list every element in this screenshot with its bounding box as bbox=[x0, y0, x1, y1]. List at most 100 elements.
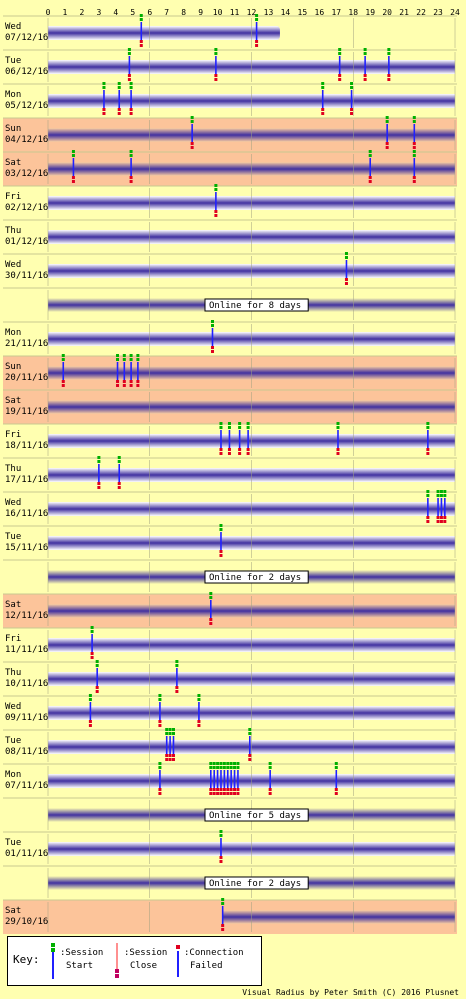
day-label: Mon 21/11/16 bbox=[5, 328, 49, 350]
session-event-marker bbox=[129, 150, 133, 183]
session-event-marker bbox=[334, 762, 338, 795]
day-date: 21/11/16 bbox=[5, 339, 49, 349]
session-event-marker bbox=[214, 184, 218, 217]
hour-tick-label: 20 bbox=[382, 8, 392, 17]
session-event-marker bbox=[139, 14, 143, 47]
session-event-marker bbox=[102, 82, 106, 115]
online-band bbox=[222, 910, 455, 924]
hour-tick-label: 14 bbox=[281, 8, 291, 17]
day-name: Sat bbox=[5, 396, 22, 406]
day-name: Mon bbox=[5, 770, 22, 780]
day-row bbox=[3, 592, 457, 628]
day-date: 02/12/16 bbox=[5, 203, 49, 213]
day-row bbox=[3, 320, 457, 354]
day-name: Fri bbox=[5, 430, 22, 440]
hour-tick-label: 22 bbox=[416, 8, 426, 17]
session-event-marker bbox=[368, 150, 372, 183]
day-name: Wed bbox=[5, 498, 22, 508]
session-event-marker bbox=[255, 14, 259, 47]
day-row bbox=[3, 82, 457, 116]
day-label: Tue 15/11/16 bbox=[5, 532, 48, 554]
session-event-marker bbox=[117, 456, 121, 489]
day-row bbox=[3, 626, 457, 660]
session-event-marker bbox=[219, 422, 223, 455]
session-event-marker bbox=[197, 694, 201, 727]
connection-failed-icon bbox=[176, 945, 180, 977]
key-session-close-1: :Session bbox=[124, 948, 168, 958]
day-row bbox=[3, 184, 457, 218]
session-event-marker bbox=[426, 422, 430, 455]
hour-tick-label: 15 bbox=[298, 8, 308, 17]
credit-text: Visual Radius by Peter Smith (C) 2016 Pl… bbox=[242, 988, 459, 997]
day-date: 06/12/16 bbox=[5, 67, 49, 77]
day-date: 03/12/16 bbox=[5, 169, 49, 179]
day-label: Thu 10/11/16 bbox=[5, 668, 48, 690]
session-event-marker bbox=[227, 422, 231, 455]
session-event-marker bbox=[165, 728, 169, 761]
day-label: Tue 06/12/16 bbox=[5, 56, 49, 78]
hour-tick-label: 5 bbox=[130, 8, 135, 17]
day-row bbox=[3, 116, 457, 152]
session-event-marker bbox=[88, 694, 92, 727]
day-row bbox=[3, 830, 457, 864]
gap-text: Online for 2 days bbox=[209, 573, 301, 583]
session-event-marker bbox=[222, 762, 226, 795]
day-name: Wed bbox=[5, 260, 22, 270]
hour-axis: 0 1 2 3 4 5 6 7 8 9 10 11 12 13 14 15 16 17 18 19 20 21 22 23 24 bbox=[46, 8, 460, 17]
day-label: Fri 11/11/16 bbox=[5, 634, 48, 656]
gap-row: Online for 5 days bbox=[3, 797, 457, 830]
hour-tick-label: 16 bbox=[315, 8, 325, 17]
gap-text: Online for 2 days bbox=[209, 879, 301, 889]
key-session-start-1: :Session bbox=[60, 948, 104, 958]
day-row bbox=[3, 728, 457, 762]
day-date: 05/12/16 bbox=[5, 101, 49, 111]
session-event-marker bbox=[344, 252, 348, 285]
day-row bbox=[3, 354, 457, 390]
session-event-marker bbox=[387, 48, 391, 81]
session-event-marker bbox=[90, 626, 94, 659]
day-row bbox=[3, 898, 457, 934]
session-event-marker bbox=[219, 762, 223, 795]
day-date: 29/10/16 bbox=[5, 917, 49, 927]
day-name: Thu bbox=[5, 668, 22, 678]
session-event-marker bbox=[136, 354, 140, 387]
day-name: Sat bbox=[5, 158, 22, 168]
session-event-marker bbox=[412, 116, 416, 149]
day-name: Wed bbox=[5, 702, 22, 712]
day-name: Tue bbox=[5, 56, 22, 66]
day-label: Fri 18/11/16 bbox=[5, 430, 48, 452]
day-name: Thu bbox=[5, 226, 22, 236]
session-event-marker bbox=[238, 422, 242, 455]
day-row bbox=[3, 14, 457, 48]
session-event-marker bbox=[158, 694, 162, 727]
session-event-marker bbox=[209, 592, 213, 625]
day-label: Tue 08/11/16 bbox=[5, 736, 48, 758]
day-label: Wed 07/12/16 bbox=[5, 22, 49, 44]
session-event-marker bbox=[171, 728, 175, 761]
key-connection-failed-2: Failed bbox=[190, 961, 223, 971]
day-date: 04/12/16 bbox=[5, 135, 49, 145]
day-row bbox=[3, 490, 457, 524]
session-event-marker bbox=[246, 422, 250, 455]
day-row bbox=[3, 456, 457, 490]
hour-tick-label: 19 bbox=[365, 8, 375, 17]
day-date: 12/11/16 bbox=[5, 611, 49, 621]
hour-tick-label: 12 bbox=[247, 8, 257, 17]
session-event-marker bbox=[95, 660, 99, 693]
session-event-marker bbox=[212, 762, 216, 795]
day-date: 09/11/16 bbox=[5, 713, 49, 723]
day-label: Mon 05/12/16 bbox=[5, 90, 49, 112]
day-row bbox=[3, 48, 457, 82]
hour-tick-label: 21 bbox=[399, 8, 409, 17]
day-date: 07/12/16 bbox=[5, 33, 49, 43]
day-label: Wed 16/11/16 bbox=[5, 498, 48, 520]
gap-text: Online for 5 days bbox=[209, 811, 301, 821]
day-label: Wed 30/11/16 bbox=[5, 260, 48, 282]
day-date: 19/11/16 bbox=[5, 407, 49, 417]
day-row bbox=[3, 389, 457, 424]
session-event-marker bbox=[436, 490, 440, 523]
day-name: Tue bbox=[5, 838, 22, 848]
session-event-marker bbox=[190, 116, 194, 149]
hour-tick-label: 10 bbox=[213, 8, 223, 17]
session-event-marker bbox=[350, 82, 354, 115]
